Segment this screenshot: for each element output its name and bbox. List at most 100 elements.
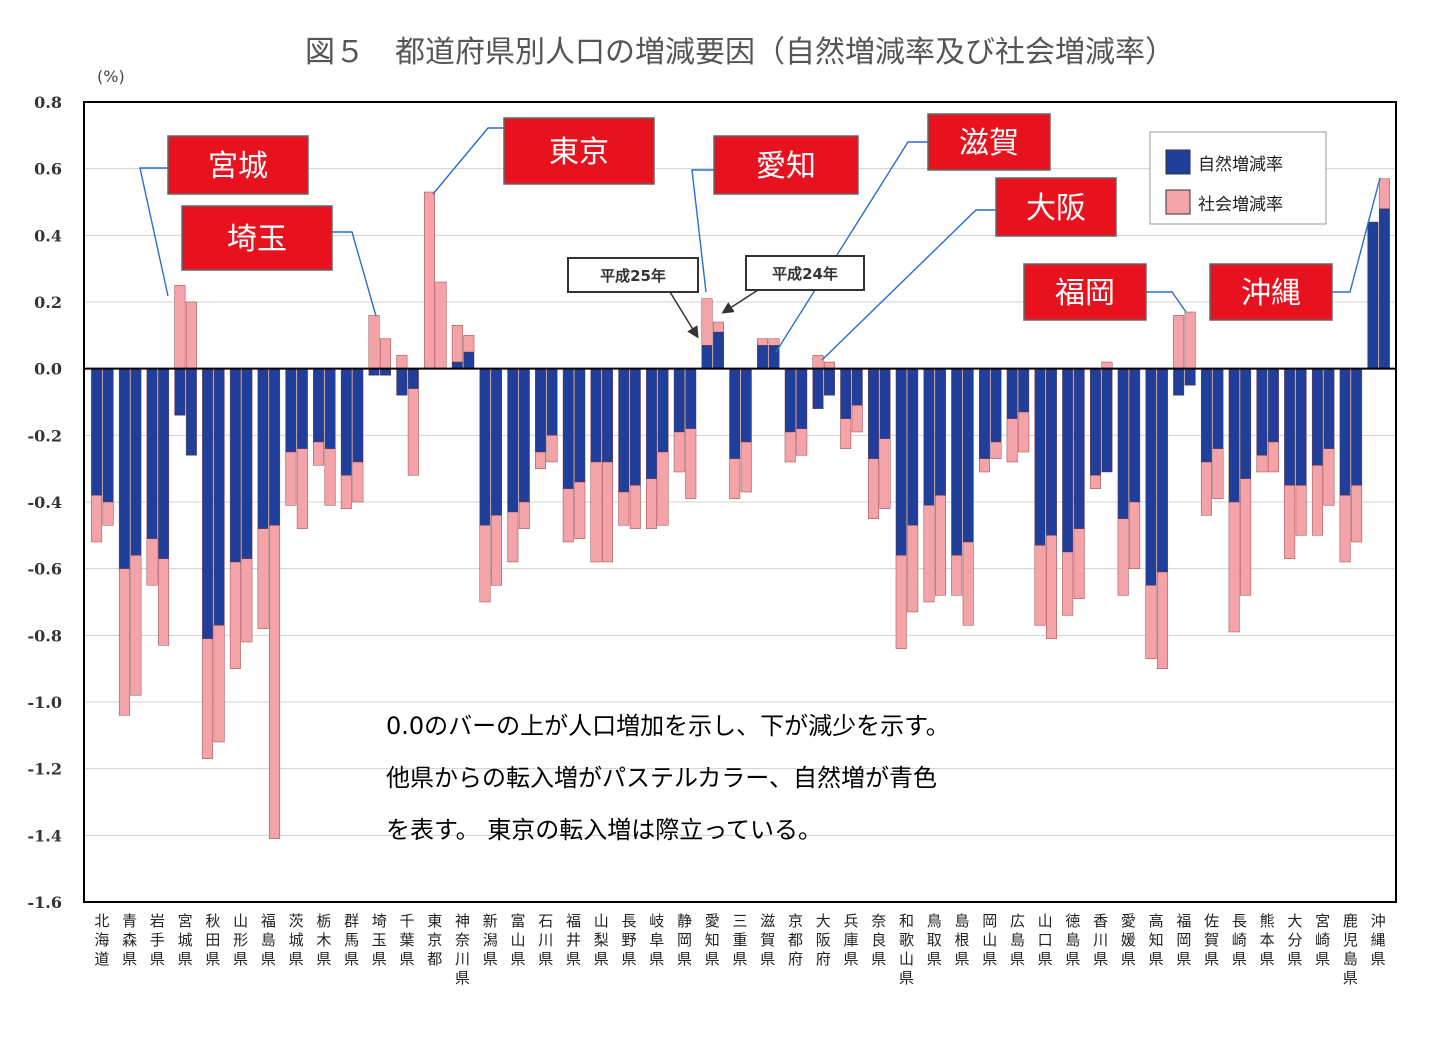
callout-tokyo: 東京 <box>503 117 655 185</box>
x-tick-char: 京 <box>427 931 442 949</box>
x-tick-char: 県 <box>1065 950 1080 968</box>
x-tick-char: 佐 <box>1204 912 1219 930</box>
x-tick-char: 徳 <box>1065 912 1080 930</box>
callouts: 宮城 埼玉 東京 愛知 滋賀 大阪 福岡 沖縄 <box>167 113 1333 321</box>
x-tick-char: 県 <box>1287 950 1302 968</box>
bar-social-h25-33 <box>1006 418 1018 463</box>
bar-social-h25-36 <box>1089 475 1101 489</box>
x-tick-char: 歌 <box>899 931 914 949</box>
x-tick-char: 県 <box>1204 950 1219 968</box>
x-tick-char: 根 <box>954 931 969 949</box>
bar-natural-h24-1 <box>130 368 142 556</box>
bar-natural-h24-15 <box>518 368 530 503</box>
y-tick-label: -0.6 <box>28 560 62 579</box>
bar-natural-h24-32 <box>990 368 1002 443</box>
x-tick-char: 県 <box>871 950 886 968</box>
note-line-1: 0.0のバーの上が人口増加を示し、下が減少を示す。 <box>386 712 950 740</box>
x-tick-char: 石 <box>538 912 553 930</box>
x-tick-char: 千 <box>400 912 415 930</box>
year-arrow-h25 <box>669 291 699 339</box>
x-tick-char: 川 <box>538 931 553 949</box>
y-tick-label: -0.8 <box>28 626 62 645</box>
x-tick-char: 山 <box>899 950 914 968</box>
legend-swatch-social <box>1165 189 1191 215</box>
y-tick-label: 0.4 <box>34 226 62 245</box>
x-tick-char: 県 <box>538 950 553 968</box>
x-tick-char: 川 <box>1093 931 1108 949</box>
bar-social-h25-17 <box>562 488 574 543</box>
x-tick-label: 静岡県 <box>677 912 692 968</box>
bar-social-h24-21 <box>685 428 697 499</box>
chart-title: 図５ 都道府県別人口の増減要因（自然増減率及び社会増減率） <box>305 35 1175 70</box>
bar-natural-h25-34 <box>1034 368 1046 546</box>
x-tick-char: 兵 <box>843 912 858 930</box>
bar-natural-h24-35 <box>1073 368 1085 529</box>
x-tick-char: 府 <box>816 950 831 968</box>
bar-natural-h25-20 <box>646 368 657 479</box>
year-label-h25: 平成25年 <box>567 257 699 293</box>
x-tick-label: 宮城県 <box>178 912 193 968</box>
bar-social-h25-34 <box>1034 545 1046 626</box>
bar-social-h25-19 <box>618 491 630 526</box>
bar-natural-h24-7 <box>296 368 308 449</box>
bar-social-h24-9 <box>352 461 364 503</box>
bar-social-h24-38 <box>1156 571 1168 669</box>
bar-natural-h24-13 <box>463 351 475 369</box>
x-tick-char: 県 <box>1260 950 1275 968</box>
x-tick-char: 奈 <box>455 931 470 949</box>
bar-social-h25-24 <box>757 338 768 346</box>
y-tick-label: -1.4 <box>28 826 62 845</box>
x-tick-char: 県 <box>566 950 581 968</box>
bar-natural-h25-16 <box>535 368 546 453</box>
x-tick-char: 手 <box>150 931 165 949</box>
bar-natural-h24-25 <box>796 368 808 429</box>
bar-natural-h24-43 <box>1295 368 1307 486</box>
bar-social-h25-35 <box>1062 551 1074 616</box>
x-tick-char: 島 <box>954 912 969 930</box>
x-tick-char: 県 <box>1371 950 1386 968</box>
bar-natural-h24-36 <box>1101 368 1113 473</box>
x-tick-char: 本 <box>1260 931 1275 949</box>
bar-natural-h24-2 <box>158 368 170 559</box>
x-tick-char: 野 <box>622 931 637 949</box>
bar-social-h24-30 <box>935 495 946 596</box>
x-tick-label: 奈良県 <box>871 912 886 968</box>
bar-social-h24-19 <box>629 485 641 529</box>
bar-natural-h25-44 <box>1311 368 1323 466</box>
x-tick-char: 愛 <box>705 912 720 930</box>
bar-social-h25-14 <box>479 525 491 603</box>
x-tick-char: 媛 <box>1121 931 1136 949</box>
svg-text:平成25年: 平成25年 <box>600 267 666 285</box>
bar-social-h24-25 <box>796 428 808 456</box>
x-tick-char: 形 <box>233 931 248 949</box>
x-tick-label: 東京都 <box>427 912 442 968</box>
x-tick-char: 和 <box>899 912 914 930</box>
x-tick-char: 県 <box>843 950 858 968</box>
x-tick-char: 県 <box>233 950 248 968</box>
x-tick-char: 山 <box>594 912 609 930</box>
bar-social-h24-31 <box>962 541 974 626</box>
bar-natural-h25-24 <box>757 345 768 369</box>
x-tick-char: 賀 <box>760 931 775 949</box>
bar-natural-h24-3 <box>185 368 197 456</box>
svg-text:埼玉: 埼玉 <box>227 222 287 257</box>
x-tick-label: 三重県 <box>732 912 747 968</box>
bar-social-h24-32 <box>990 441 1002 459</box>
bar-social-h25-3 <box>174 285 186 369</box>
bar-natural-h24-5 <box>241 368 253 559</box>
x-tick-char: 児 <box>1343 931 1358 949</box>
bar-social-h24-6 <box>269 525 281 839</box>
y-tick-label: -0.4 <box>28 493 62 512</box>
x-tick-label: 愛知県 <box>705 912 720 968</box>
bar-natural-h24-20 <box>657 368 669 453</box>
x-tick-char: 鹿 <box>1343 912 1358 930</box>
bar-social-h25-1 <box>118 568 130 716</box>
x-tick-char: 県 <box>1343 969 1358 987</box>
x-tick-label: 大分県 <box>1287 912 1302 968</box>
year-arrow-h24 <box>721 289 759 314</box>
bar-social-h24-43 <box>1295 485 1307 536</box>
callout-aichi: 愛知 <box>713 135 859 195</box>
x-tick-char: 県 <box>1121 950 1136 968</box>
x-tick-char: 県 <box>1232 950 1247 968</box>
